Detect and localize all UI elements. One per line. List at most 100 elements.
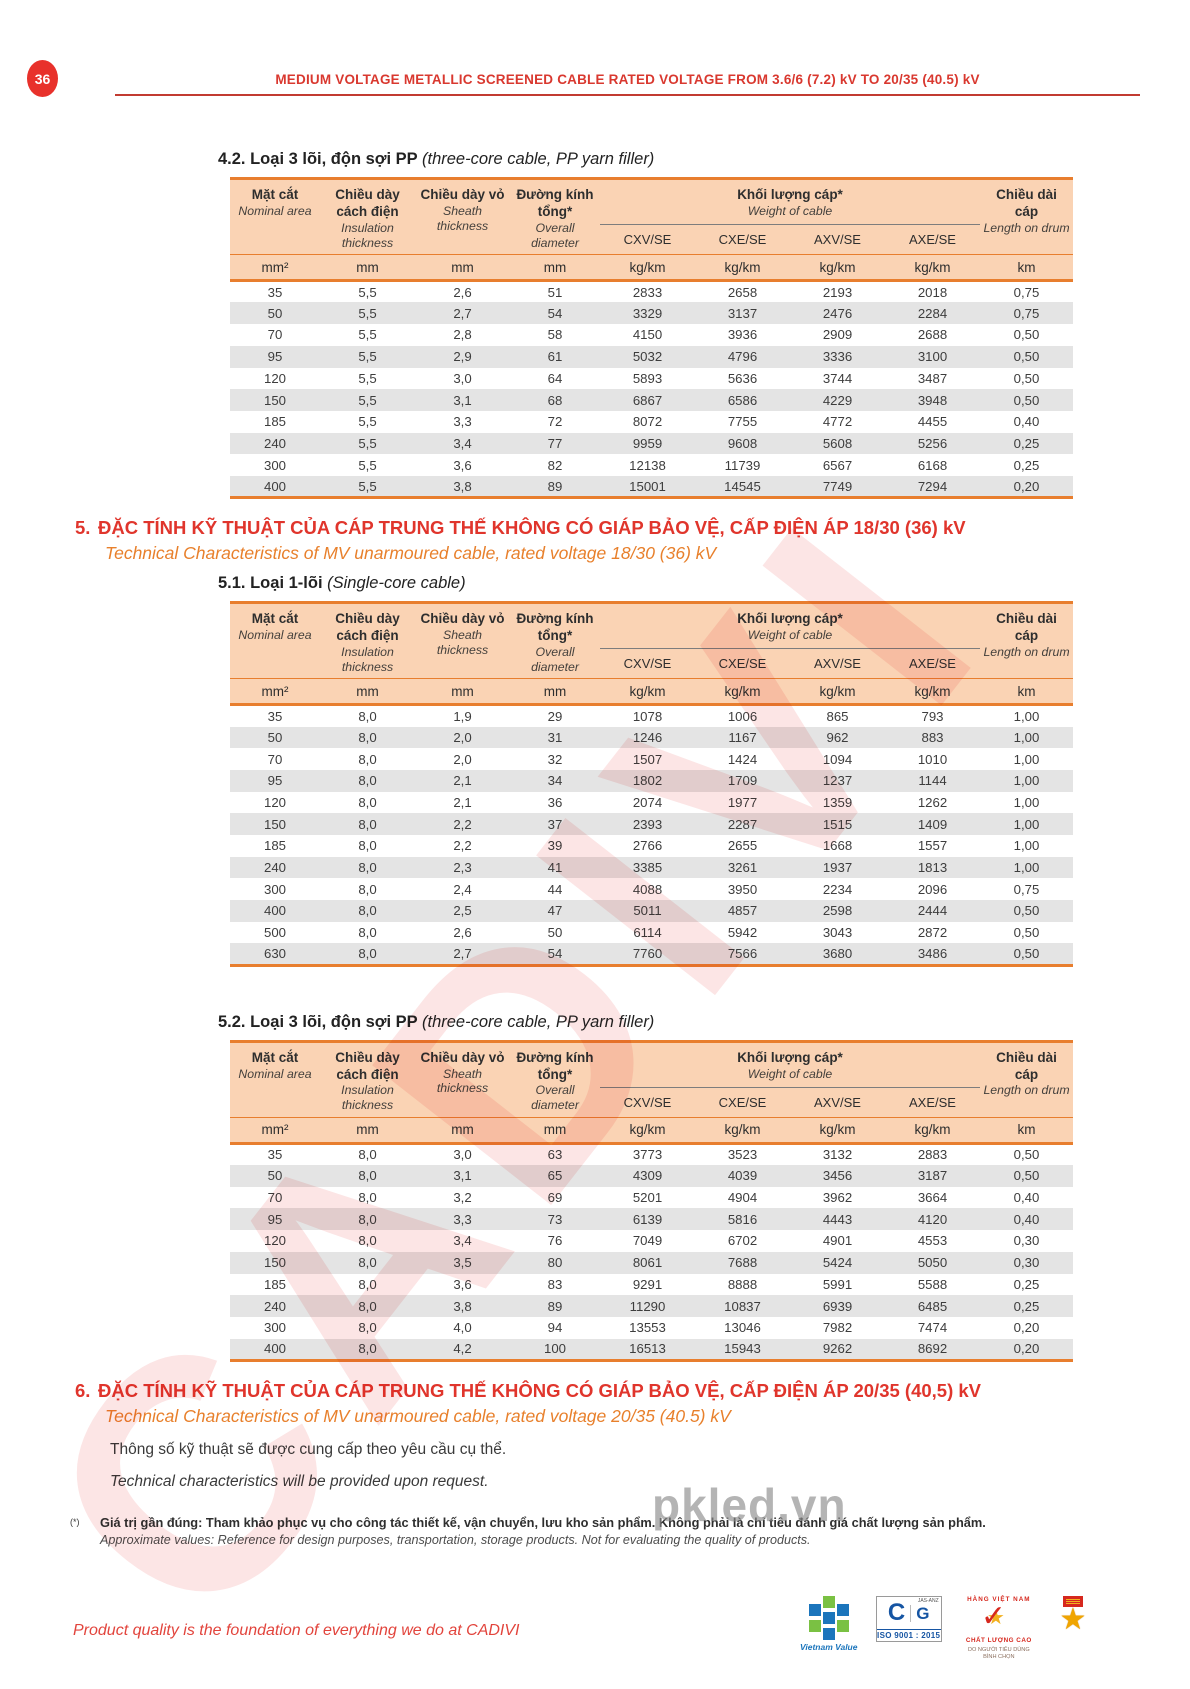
table-cell: 2284 xyxy=(917,305,948,321)
table-cell: 83 xyxy=(547,1276,563,1292)
table-cell: 1262 xyxy=(917,794,948,810)
table-cell: 1,00 xyxy=(1013,860,1040,876)
table-cell: 7982 xyxy=(822,1320,853,1336)
table-cell: 2,6 xyxy=(453,284,472,300)
vietnam-value-label: Vietnam Value xyxy=(800,1642,858,1652)
table-cell: 3,6 xyxy=(453,457,472,473)
page-number-badge: 36 xyxy=(27,60,58,97)
table-cell: 8,0 xyxy=(358,751,377,767)
hvnclc-logo: HÀNG VIỆT NAM ★ ✓ CHẤT LƯỢNG CAO DO NGƯỜ… xyxy=(960,1596,1038,1662)
table-cell: 4796 xyxy=(727,349,758,365)
table-cell: 35 xyxy=(267,1147,283,1163)
table-cell: 0,30 xyxy=(1013,1255,1040,1271)
iso-box: JAS-ANZ C G ISO 9001 : 2015 xyxy=(875,1596,942,1642)
table-cell: 4309 xyxy=(632,1168,663,1184)
col-label-vn: Đường kính tổng* xyxy=(516,187,594,219)
unit-cell: mm² xyxy=(230,254,320,283)
table-cell: 1,00 xyxy=(1013,838,1040,854)
table-cell: 11290 xyxy=(629,1298,666,1314)
table-cell: 7474 xyxy=(917,1320,948,1336)
spec-table-5-2: Mặt cắt Nominal area Chiều dày cách điện I… xyxy=(230,1039,1074,1362)
table-cell: 3,4 xyxy=(453,435,472,451)
table-cell: 1507 xyxy=(632,751,663,767)
table-cell: 3261 xyxy=(727,860,758,876)
section-6-heading: 6. ĐẶC TÍNH KỸ THUẬT CỦA CÁP TRUNG THẾ K… xyxy=(75,1380,1190,1402)
table-cell: 6139 xyxy=(632,1211,663,1227)
table-cell: 4088 xyxy=(632,881,663,897)
col-label-vn: Chiều dày cách điện xyxy=(335,1049,400,1082)
col-header-cxv-se: CXV/SE xyxy=(600,224,695,255)
table-cell: 0,25 xyxy=(1013,1298,1040,1314)
table-cell: 58 xyxy=(547,327,563,343)
table-cell: 8,0 xyxy=(358,1147,377,1163)
table-cell: 1359 xyxy=(822,794,853,810)
table-cell: 51 xyxy=(547,284,563,300)
page-content: 4.2. Loại 3 lõi, độn sợi PP (three-core … xyxy=(70,150,1190,1547)
table-cell: 300 xyxy=(263,457,286,473)
table-cell: 15943 xyxy=(724,1341,761,1357)
table-cell: 5816 xyxy=(727,1211,758,1227)
table-cell: 6939 xyxy=(822,1298,853,1314)
table-cell: 0,50 xyxy=(1013,946,1040,962)
table-cell: 3,3 xyxy=(453,1211,472,1227)
unit-cell: kg/km xyxy=(600,254,695,283)
col-header-axv-se: AXV/SE xyxy=(790,648,885,679)
col-label-vn: Chiều dày cách điện xyxy=(335,611,400,643)
table-cell: 2872 xyxy=(917,925,948,941)
table-cell: 2766 xyxy=(632,838,663,854)
table-cell: 8,0 xyxy=(358,794,377,810)
table-cell: 2,3 xyxy=(453,860,472,876)
table-cell: 2598 xyxy=(822,903,853,919)
col-label-en: Length on drum xyxy=(983,1083,1070,1098)
col-header-axe-se: AXE/SE xyxy=(885,648,981,679)
section-6-body-en: Technical characteristics will be provid… xyxy=(110,1472,489,1490)
col-header-sheath: Chiều dày vỏ Sheath thickness xyxy=(415,178,510,255)
table-cell: 1709 xyxy=(727,773,758,789)
unit-cell: kg/km xyxy=(885,678,981,707)
unit-cell: mm xyxy=(510,1116,600,1145)
table-cell: 865 xyxy=(826,708,849,724)
col-label-vn: Mặt cắt xyxy=(251,187,299,202)
table-cell: 4039 xyxy=(727,1168,758,1184)
unit-cell: mm xyxy=(415,678,510,707)
table-cell: 500 xyxy=(263,925,286,941)
table-cell: 3187 xyxy=(917,1168,948,1184)
table-cell: 300 xyxy=(263,1320,286,1336)
section-5-1-title-vn: 5.1. Loại 1-lõi xyxy=(218,574,323,593)
section-5-title: ĐẶC TÍNH KỸ THUẬT CỦA CÁP TRUNG THẾ KHÔN… xyxy=(98,517,966,539)
col-label-vn: Chiều dày cách điện xyxy=(335,187,400,219)
table-cell: 1237 xyxy=(822,773,853,789)
table-cell: 7755 xyxy=(727,414,758,430)
col-header-diameter: Đường kính tổng* Overall diameter xyxy=(510,602,600,679)
spec-table-4-2: Mặt cắt Nominal area Chiều dày cách điện I… xyxy=(230,177,1074,500)
table-cell: 4455 xyxy=(917,414,948,430)
section-4-2-title-vn: 4.2. Loại 3 lõi, độn sợi PP xyxy=(218,150,418,168)
col-label-en: Weight of cable xyxy=(747,628,833,642)
table-row: 95 8,0 3,3 73 6139 5816 4443 4120 0,40 xyxy=(230,1208,1074,1231)
col-label-en: Length on drum xyxy=(983,644,1070,659)
table-cell: 2,4 xyxy=(453,881,472,897)
table-cell: 1409 xyxy=(917,816,948,832)
col-header-diameter: Đường kính tổng* Overall diameter xyxy=(510,178,600,255)
table-cell: 16513 xyxy=(629,1341,666,1357)
table-cell: 31 xyxy=(547,729,563,745)
table-cell: 0,25 xyxy=(1013,457,1040,473)
table-cell: 1010 xyxy=(917,751,948,767)
table-cell: 1,00 xyxy=(1013,751,1040,767)
table-cell: 1,9 xyxy=(453,708,472,724)
col-label-vn: Khối lượng cáp* xyxy=(737,1049,843,1065)
col-label-vn: Chiều dài cáp xyxy=(996,1049,1057,1082)
hvnclc-star-icon: ★ xyxy=(986,1607,1005,1629)
table-row: 240 8,0 2,3 41 3385 3261 1937 1813 1,00 xyxy=(230,856,1074,879)
table-cell: 0,50 xyxy=(1013,392,1040,408)
table-cell: 0,40 xyxy=(1013,1190,1040,1206)
table-cell: 3962 xyxy=(822,1190,853,1206)
table-cell: 6867 xyxy=(632,392,663,408)
table-cell: 1,00 xyxy=(1013,773,1040,789)
table-cell: 1515 xyxy=(822,816,853,832)
col-header-length: Chiều dài cáp Length on drum xyxy=(980,602,1074,679)
table-row: 185 8,0 2,2 39 2766 2655 1668 1557 1,00 xyxy=(230,835,1073,857)
unit-cell: kg/km xyxy=(790,254,885,283)
table-cell: 150 xyxy=(263,392,286,408)
table-cell: 120 xyxy=(263,370,286,386)
